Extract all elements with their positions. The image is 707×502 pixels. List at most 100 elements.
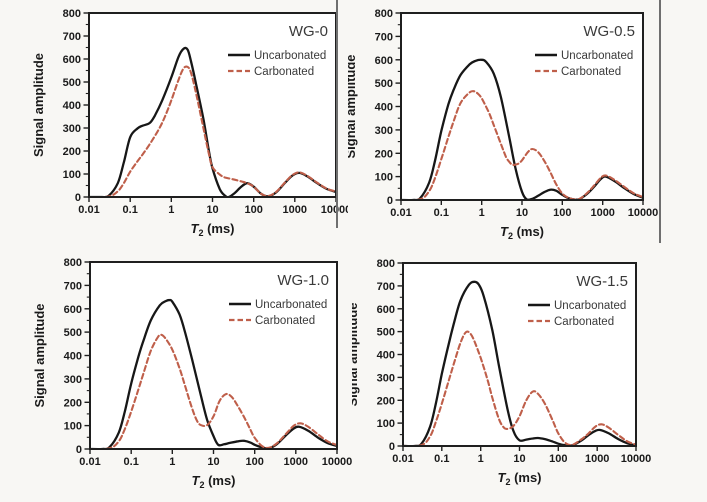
y-tick-label: 800 [377, 258, 395, 270]
x-tick-label: 10000 [322, 456, 352, 468]
panel-wg-1-5: 0 100 200 300 400 500 600 700 800 0.01 0.1 1 10 100 10… [352, 251, 682, 502]
y-tick-label: 200 [377, 395, 395, 407]
x-tick-label: 1000 [585, 453, 609, 465]
x-tick-label: 0.01 [392, 453, 413, 465]
x-tick-label: 0.01 [390, 207, 411, 219]
y-tick-label: 800 [375, 8, 393, 20]
x-tick-label: 1 [169, 456, 175, 468]
curve-carbonated [403, 330, 636, 446]
divider-line-vertical-1 [336, 0, 338, 228]
y-tick-label: 700 [64, 280, 82, 292]
y-tick-label: 600 [375, 55, 393, 67]
y-axis-title: Signal amplitude [31, 53, 46, 157]
x-tick-label: 1 [479, 207, 485, 219]
x-axis-title: T2 (ms) [190, 221, 234, 238]
x-tick-label: 10 [207, 456, 219, 468]
y-tick-label: 800 [63, 8, 81, 20]
panel-title: WG-0.5 [583, 23, 635, 40]
curve-carbonated [401, 90, 643, 200]
y-tick-label: 100 [63, 169, 81, 181]
y-tick-label: 500 [64, 327, 82, 339]
legend-label: Carbonated [255, 315, 315, 327]
y-axis-title: Signal amplitude [352, 302, 360, 406]
y-tick-label: 700 [377, 281, 395, 293]
curve-carbonated [90, 333, 337, 449]
y-tick-label: 100 [64, 421, 82, 433]
x-tick-label: 0.01 [79, 456, 100, 468]
panel-wg-0-5: 0 100 200 300 400 500 600 700 800 0.01 0.1 1 10 100 10… [348, 0, 666, 250]
x-tick-label: 10000 [621, 453, 652, 465]
x-axis-title: T2 (ms) [191, 473, 235, 490]
x-tick-label: 1 [478, 453, 484, 465]
y-tick-label: 300 [63, 123, 81, 135]
y-axis-title: Signal amplitude [348, 54, 358, 158]
divider-line-vertical-2 [659, 0, 661, 243]
y-tick-label: 500 [63, 77, 81, 89]
y-tick-label: 500 [375, 78, 393, 90]
curve-uncarbonated [401, 58, 643, 200]
y-tick-label: 0 [76, 444, 82, 456]
x-tick-label: 1000 [283, 204, 307, 216]
x-tick-label: 100 [553, 207, 571, 219]
x-tick-label: 100 [549, 453, 567, 465]
x-tick-label: 0.1 [123, 204, 138, 216]
y-tick-label: 100 [377, 418, 395, 430]
y-tick-label: 400 [63, 100, 81, 112]
panel-title: WG-1.0 [277, 272, 329, 289]
legend-label: Uncarbonated [254, 50, 326, 62]
x-tick-label: 1000 [590, 207, 614, 219]
x-axis-title: T2 (ms) [497, 470, 541, 487]
curve-uncarbonated [403, 280, 636, 446]
x-tick-label: 1000 [284, 456, 308, 468]
x-tick-label: 1 [168, 204, 174, 216]
plot-frame [400, 12, 644, 201]
x-tick-label: 0.1 [434, 207, 449, 219]
y-tick-label: 500 [377, 327, 395, 339]
x-tick-label: 0.01 [78, 204, 99, 216]
x-axis-title: T2 (ms) [500, 224, 544, 241]
x-tick-label: 10000 [628, 207, 659, 219]
curve-carbonated [89, 65, 336, 197]
legend-label: Uncarbonated [561, 50, 633, 62]
x-tick-label: 100 [246, 456, 264, 468]
y-tick-label: 700 [375, 31, 393, 43]
x-tick-label: 10000 [321, 204, 348, 216]
y-tick-label: 600 [64, 304, 82, 316]
y-tick-label: 600 [377, 304, 395, 316]
panel-wg-0: 0 100 200 300 400 500 600 700 800 0.01 0.1 1 10 100 10… [0, 0, 348, 250]
y-tick-label: 0 [75, 192, 81, 204]
x-tick-label: 10 [513, 453, 525, 465]
y-tick-label: 600 [63, 54, 81, 66]
legend-label: Carbonated [554, 316, 614, 328]
legend-label: Uncarbonated [554, 300, 626, 312]
y-tick-label: 700 [63, 31, 81, 43]
y-tick-label: 0 [389, 441, 395, 453]
y-tick-label: 300 [64, 374, 82, 386]
panel-wg-1-0: 0 100 200 300 400 500 600 700 800 0.01 0.1 1 10 100 10… [0, 251, 352, 502]
y-tick-label: 200 [64, 397, 82, 409]
plot-frame [402, 262, 637, 447]
plot-frame [89, 261, 338, 450]
legend-label: Carbonated [254, 66, 314, 78]
x-tick-label: 10 [206, 204, 218, 216]
legend-label: Uncarbonated [255, 299, 327, 311]
panel-title: WG-0 [289, 23, 328, 40]
legend-label: Carbonated [561, 66, 621, 78]
plot-area [401, 13, 643, 200]
x-tick-label: 0.1 [434, 453, 449, 465]
y-tick-label: 300 [375, 125, 393, 137]
x-tick-label: 10 [516, 207, 528, 219]
panel-title: WG-1.5 [576, 273, 628, 290]
x-tick-label: 0.1 [124, 456, 139, 468]
y-tick-label: 800 [64, 257, 82, 269]
y-tick-label: 400 [64, 351, 82, 363]
y-tick-label: 400 [377, 350, 395, 362]
x-tick-label: 100 [245, 204, 263, 216]
y-tick-label: 400 [375, 102, 393, 114]
y-tick-label: 100 [375, 172, 393, 184]
y-tick-label: 300 [377, 372, 395, 384]
y-tick-label: 0 [387, 195, 393, 207]
y-axis-title: Signal amplitude [32, 303, 47, 407]
y-tick-label: 200 [63, 146, 81, 158]
